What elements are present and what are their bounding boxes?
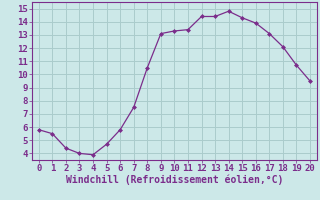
- X-axis label: Windchill (Refroidissement éolien,°C): Windchill (Refroidissement éolien,°C): [66, 175, 283, 185]
